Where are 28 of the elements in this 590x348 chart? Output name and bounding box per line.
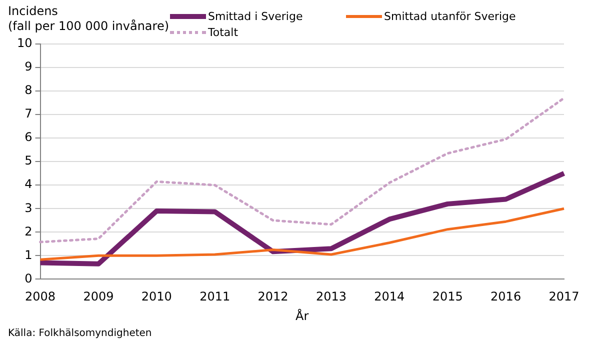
x-axis-title: År bbox=[296, 308, 309, 323]
y-tick-label: 8 bbox=[24, 83, 32, 98]
legend-label: Totalt bbox=[208, 26, 238, 38]
x-tick-label: 2013 bbox=[316, 290, 347, 304]
x-tick-label: 2016 bbox=[490, 290, 522, 304]
y-tick-label: 6 bbox=[24, 130, 32, 144]
y-tick-label: 1 bbox=[24, 248, 32, 262]
y-tick-label: 0 bbox=[24, 271, 32, 286]
y-tick-label: 9 bbox=[24, 60, 32, 74]
x-tick-label: 2008 bbox=[24, 290, 56, 304]
legend-label: Smittad i Sverige bbox=[208, 10, 303, 22]
x-tick-label: 2015 bbox=[432, 290, 463, 304]
y-tick-label: 3 bbox=[24, 200, 32, 215]
y-tick-label: 10 bbox=[16, 36, 32, 50]
line-series bbox=[39, 96, 566, 244]
x-tick-label: 2010 bbox=[141, 290, 172, 304]
text: Källa: Folkhälsomyndigheten bbox=[8, 328, 152, 339]
y-axis-title: Incidens (fall per 100 000 invånare) bbox=[8, 4, 170, 34]
x-tick-label: 2014 bbox=[374, 290, 405, 304]
y-tick-label: 2 bbox=[24, 224, 32, 238]
x-tick-label: 2017 bbox=[548, 290, 580, 304]
x-tick-label: 2009 bbox=[83, 290, 114, 304]
y-tick-label: 7 bbox=[24, 106, 32, 121]
x-tick-label: 2011 bbox=[200, 290, 230, 304]
legend-label: Smittad utanför Sverige bbox=[384, 10, 516, 22]
x-tick-label: 2012 bbox=[258, 290, 288, 304]
y-tick-label: 4 bbox=[24, 177, 32, 192]
y-tick-label: 5 bbox=[24, 154, 32, 168]
